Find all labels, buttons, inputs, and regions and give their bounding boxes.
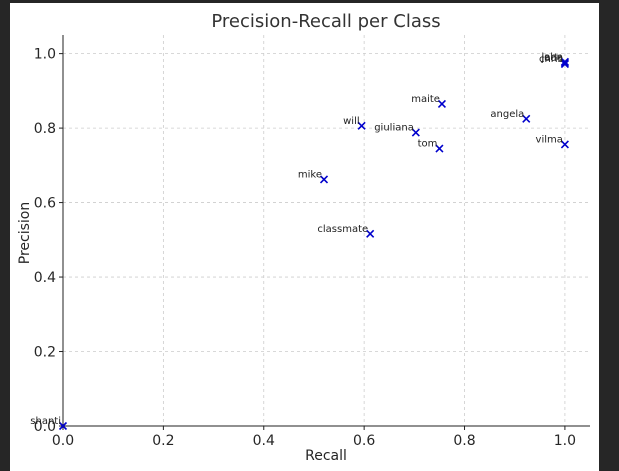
y-tick-label: 1.0 xyxy=(34,47,56,63)
data-point-marker xyxy=(319,175,329,184)
data-point-marker xyxy=(560,140,569,149)
chart-title: Precision-Recall per Class xyxy=(211,11,440,32)
point-label: jade xyxy=(540,53,562,64)
x-axis-label: Recall xyxy=(305,448,347,464)
x-tick-label: 0.0 xyxy=(52,433,74,449)
x-tick-label: 0.4 xyxy=(253,433,275,449)
data-point-marker xyxy=(522,114,531,123)
point-label: giuliana xyxy=(374,123,414,134)
point-label: angela xyxy=(490,109,524,120)
point-label: classmate xyxy=(317,224,368,235)
point-label: maite xyxy=(411,94,440,105)
y-tick-label: 0.0 xyxy=(34,419,56,435)
data-point-marker xyxy=(437,99,447,108)
data-point-marker xyxy=(366,229,375,238)
data-point-marker xyxy=(560,57,569,66)
point-label: mike xyxy=(298,169,322,180)
data-point-marker xyxy=(560,59,569,69)
y-axis-label: Precision xyxy=(17,202,33,264)
x-tick-label: 0.6 xyxy=(353,433,375,449)
y-tick-label: 0.6 xyxy=(34,196,56,212)
chart-figure: 0.0 0.2 0.4 0.6 0.8 1.0 0.0 0.2 0.4 0.6 0.8 1.0 jad… xyxy=(10,3,599,471)
point-label: john xyxy=(540,52,563,63)
data-point-marker xyxy=(435,144,444,153)
data-point-marker xyxy=(411,128,420,137)
ticks: 0.0 0.2 0.4 0.6 0.8 1.0 0.0 0.2 0.4 0.6 0.8 1.0 xyxy=(34,47,576,449)
data-points xyxy=(58,57,569,431)
x-tick-label: 1.0 xyxy=(554,433,576,449)
y-tick-label: 0.4 xyxy=(34,270,56,286)
point-label: vilma xyxy=(536,134,563,145)
scatter-chart: 0.0 0.2 0.4 0.6 0.8 1.0 0.0 0.2 0.4 0.6 0.8 1.0 jad… xyxy=(17,11,590,464)
data-point-marker xyxy=(58,421,68,431)
point-label: shanti xyxy=(30,416,61,427)
point-label: chris xyxy=(539,54,563,65)
point-label: will xyxy=(343,116,360,127)
x-tick-label: 0.8 xyxy=(453,433,475,449)
y-tick-label: 0.2 xyxy=(34,345,56,361)
point-label: tom xyxy=(418,139,438,150)
data-point-marker xyxy=(357,121,366,130)
y-tick-label: 0.8 xyxy=(34,121,56,137)
axes-spines xyxy=(62,35,590,427)
x-tick-label: 0.2 xyxy=(152,433,174,449)
right-border xyxy=(599,0,619,471)
